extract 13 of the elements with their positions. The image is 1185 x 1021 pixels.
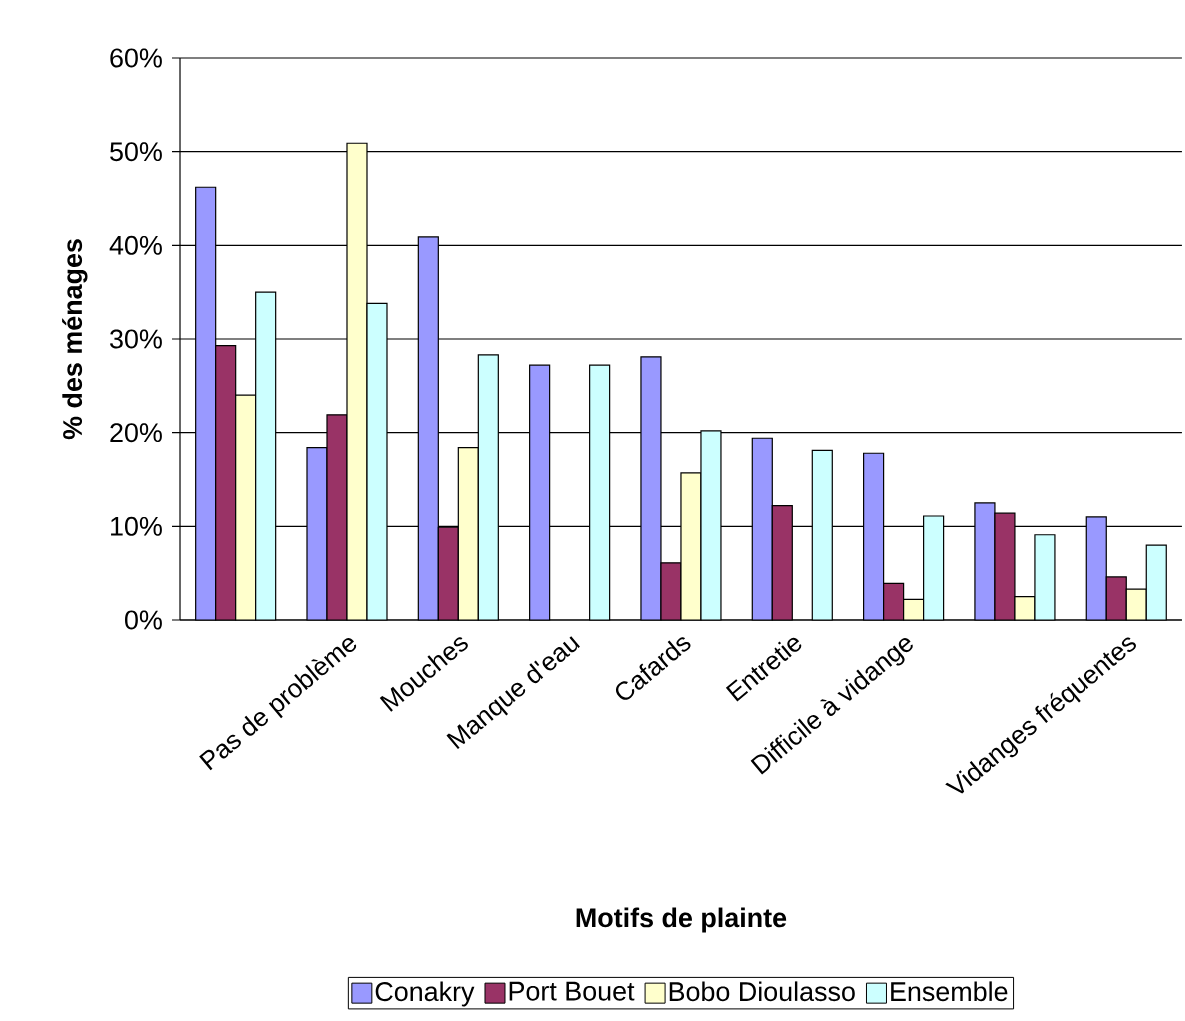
- y-tick-label: 0%: [125, 610, 162, 630]
- legend-label: Bobo Dioulasso: [669, 981, 855, 1002]
- x-axis-title: Motifs de plainte: [576, 907, 787, 933]
- legend-label: Ensemble: [891, 981, 1008, 1002]
- legend-label: Conakry: [375, 981, 475, 1007]
- y-tick-label: 20%: [110, 423, 162, 443]
- y-tick-label: 60%: [110, 48, 162, 68]
- y-tick-label: 40%: [109, 235, 162, 255]
- y-tick-label: 10%: [111, 516, 162, 536]
- y-tick-label: 30%: [110, 329, 162, 349]
- y-axis-title: % des ménages: [62, 239, 88, 440]
- y-tick-label: 50%: [110, 142, 162, 162]
- legend-label: Port Bouet: [509, 981, 635, 1001]
